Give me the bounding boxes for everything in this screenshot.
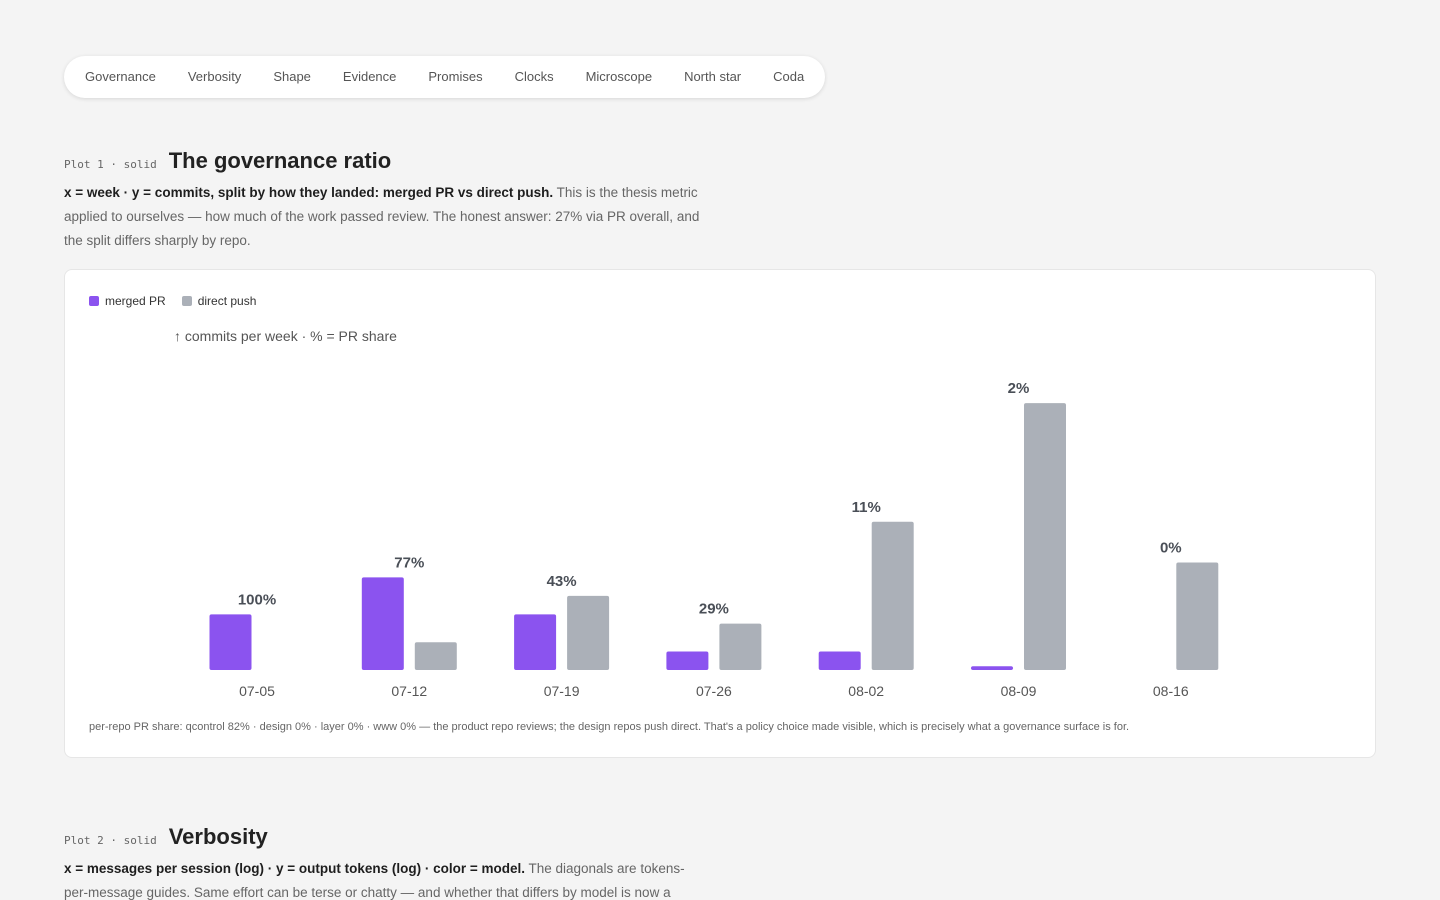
plot2-heading: Plot 2 · solid Verbosity — [64, 824, 268, 850]
plot1-description: x = week · y = commits, split by how the… — [64, 181, 704, 253]
tab-evidence[interactable]: Evidence — [342, 69, 397, 84]
legend-merged-label: merged PR — [105, 294, 166, 308]
tab-north-star[interactable]: North star — [684, 69, 742, 84]
x-tick-label: 08-02 — [848, 683, 884, 699]
bar-merged-08-02 — [818, 651, 861, 670]
bar-direct-07-19 — [567, 595, 610, 670]
x-tick-label: 08-09 — [1001, 683, 1037, 699]
plot2-description: x = messages per session (log) · y = out… — [64, 857, 704, 900]
tab-coda[interactable]: Coda — [773, 69, 805, 84]
plot1-title: The governance ratio — [168, 148, 392, 173]
plot1-heading: Plot 1 · solid The governance ratio — [64, 148, 391, 174]
chart-legend: merged PR direct push — [89, 294, 272, 308]
bar-chart: 100% 07-05 77% 07-12 43% 07-19 29% 07-26 11% 08-0… — [209, 380, 1219, 699]
tab-governance[interactable]: Governance — [85, 69, 156, 84]
legend-merged-pr: merged PR — [89, 294, 166, 308]
legend-direct-swatch — [181, 296, 192, 306]
chart-card: merged PR direct push ↑ commits per week… — [64, 269, 1376, 758]
tab-clocks[interactable]: Clocks — [514, 69, 554, 84]
bar-direct-08-02 — [871, 521, 914, 670]
legend-direct-label: direct push — [197, 294, 257, 308]
plot1-tag: Plot 1 · solid — [64, 158, 157, 171]
legend-merged-swatch — [89, 296, 99, 306]
bar-direct-07-26 — [719, 623, 762, 670]
x-tick-label: 08-16 — [1153, 683, 1189, 699]
tab-promises[interactable]: Promises — [428, 69, 483, 84]
plot2-title: Verbosity — [168, 824, 268, 849]
x-tick-label: 07-26 — [696, 683, 732, 699]
pr-share-label: 43% — [547, 573, 577, 590]
plot2-description-text: The diagonals are tokens-per-message gui… — [64, 861, 685, 900]
bar-direct-08-16 — [1176, 562, 1219, 670]
tab-shape[interactable]: Shape — [273, 69, 311, 84]
plot1-description-text: This is the thesis metric applied to our… — [64, 185, 700, 248]
x-tick-label: 07-19 — [544, 683, 580, 699]
bar-merged-07-19 — [514, 614, 557, 670]
x-tick-label: 07-12 — [391, 683, 427, 699]
pr-share-label: 0% — [1160, 540, 1182, 557]
pr-share-label: 11% — [852, 499, 881, 516]
bar-merged-07-12 — [361, 577, 404, 670]
x-tick-label: 07-05 — [239, 683, 275, 699]
bar-merged-07-26 — [666, 651, 709, 670]
bar-merged-08-09 — [971, 666, 1013, 670]
plot2-description-bold: x = messages per session (log) · y = out… — [64, 861, 525, 876]
plot2-tag: Plot 2 · solid — [64, 834, 157, 847]
chart-footnote: per-repo PR share: qcontrol 82% · design… — [89, 721, 1130, 733]
y-axis-label: ↑ commits per week · % = PR share — [174, 328, 397, 344]
pr-share-label: 100% — [238, 591, 276, 608]
pr-share-label: 77% — [394, 554, 424, 571]
legend-direct-push: direct push — [181, 294, 257, 308]
pr-share-label: 29% — [699, 601, 729, 618]
tab-microscope[interactable]: Microscope — [585, 69, 653, 84]
plot1-description-bold: x = week · y = commits, split by how the… — [64, 185, 554, 200]
bar-direct-07-12 — [414, 642, 457, 670]
bar-direct-08-09 — [1024, 403, 1066, 670]
bar-merged-07-05 — [209, 614, 252, 670]
section-nav: Governance Verbosity Shape Evidence Promises… — [64, 56, 826, 98]
tab-verbosity[interactable]: Verbosity — [187, 69, 242, 84]
pr-share-label: 2% — [1008, 380, 1030, 397]
